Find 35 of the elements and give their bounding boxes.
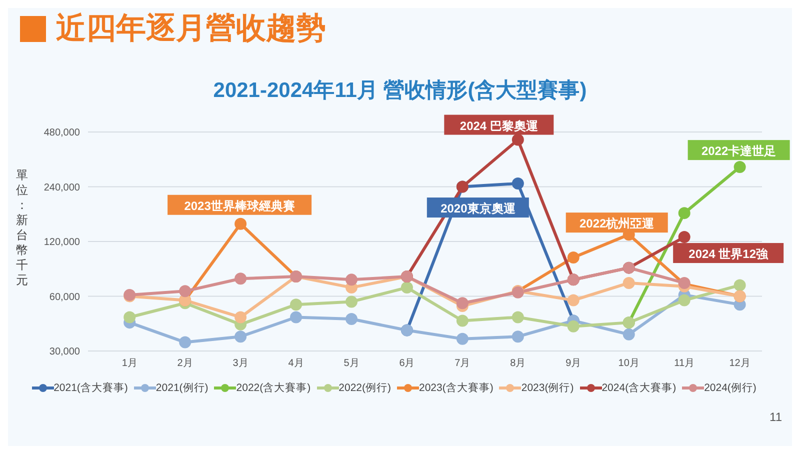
legend-label: 2023(含大賽事): [419, 381, 494, 395]
x-tick-label: 9月: [566, 358, 582, 370]
y-tick-label: 60,000: [49, 292, 80, 303]
legend-label: 2024(例行): [704, 381, 756, 395]
legend-label: 2021(含大賽事): [54, 381, 128, 395]
x-tick-label: 5月: [344, 358, 360, 370]
y-tick-label: 480,000: [44, 128, 80, 139]
x-tick-label: 10月: [618, 358, 640, 370]
x-tick-label: 1月: [122, 358, 138, 370]
y-tick-label: 240,000: [44, 182, 80, 194]
x-tick-label: 8月: [510, 358, 526, 370]
annotation: 2024 巴黎奧運: [460, 118, 539, 133]
x-tick-label: 2月: [177, 358, 193, 370]
legend-label: 2023(例行): [521, 381, 574, 395]
annotation: 2022卡達世足: [701, 144, 776, 158]
annotation: 2022杭州亞運: [580, 216, 656, 231]
chart-subtitle: 2021-2024年11月 營收情形(含大型賽事): [212, 78, 588, 104]
annotation: 2020東京奧運: [440, 202, 516, 216]
x-tick-label: 7月: [454, 358, 470, 370]
legend-label: 2022(例行): [338, 381, 391, 395]
x-tick-label: 6月: [399, 358, 415, 370]
annotation: 2024 世界12強: [688, 247, 770, 262]
x-tick-label: 11月: [674, 358, 695, 370]
legend-label: 2024(含大賽事): [602, 381, 676, 395]
x-tick-label: 12月: [729, 358, 750, 370]
y-tick-label: 120,000: [44, 237, 80, 248]
x-tick-label: 3月: [232, 358, 248, 370]
y-tick-label: 30,000: [49, 346, 80, 358]
annotation: 2023世界棒球經典賽: [184, 198, 295, 213]
chart-title: 近四年逐月營收趨勢: [56, 11, 326, 47]
y-axis-title: 單位：新台幣千元: [15, 168, 29, 288]
text: 11: [770, 410, 782, 424]
legend-label: 2022(含大賽事): [236, 381, 311, 395]
x-tick-label: 4月: [288, 358, 304, 370]
legend-label: 2021(例行): [156, 381, 208, 395]
